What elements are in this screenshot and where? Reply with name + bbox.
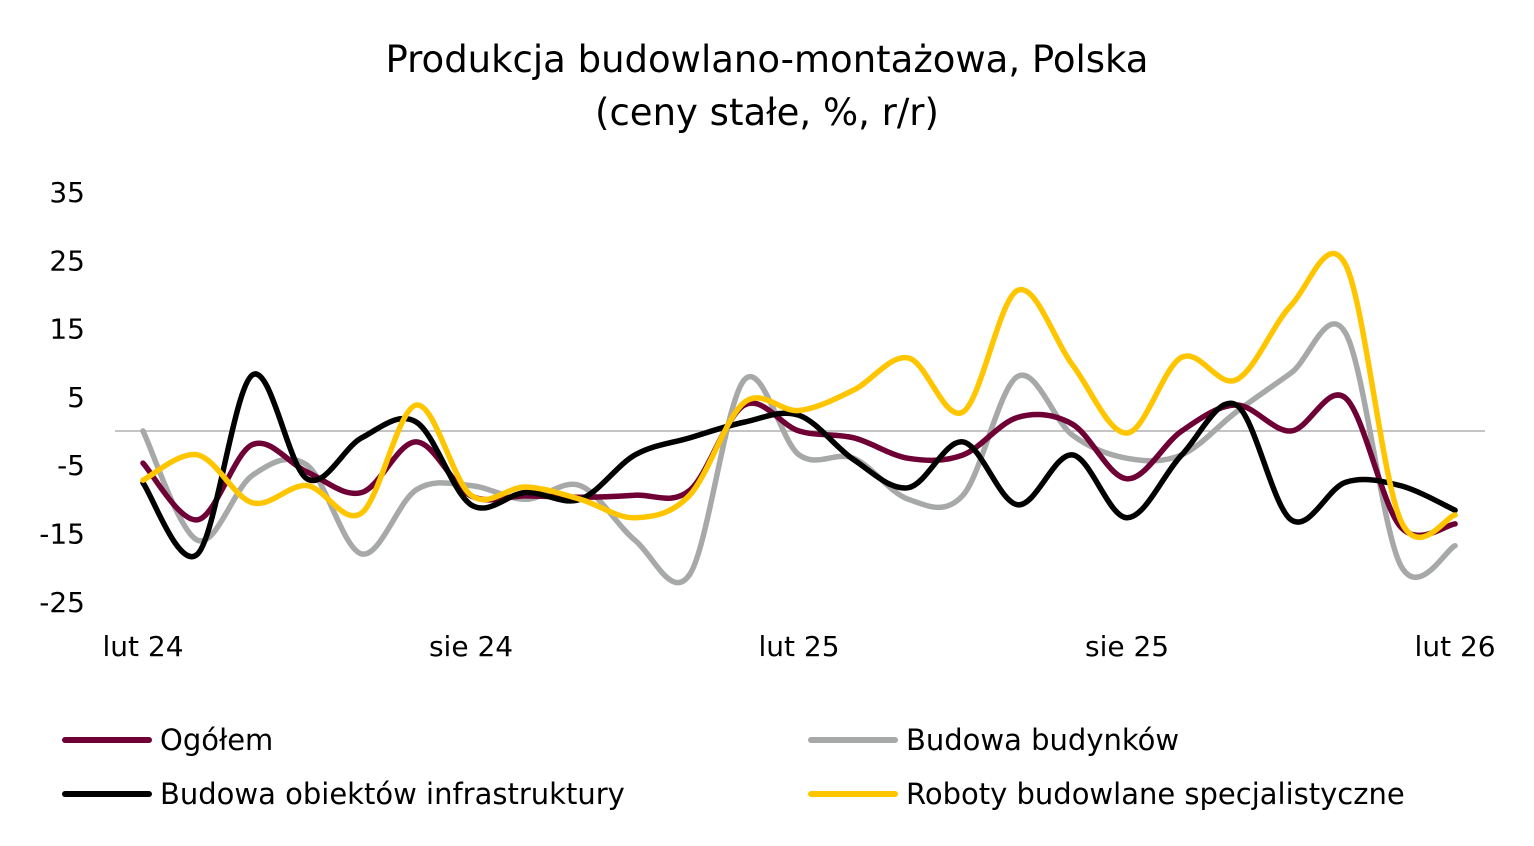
y-tick-label: 25 bbox=[49, 244, 85, 277]
y-tick-label: -15 bbox=[39, 517, 85, 550]
series-line-1 bbox=[140, 321, 1458, 586]
x-tick-label: sie 24 bbox=[429, 630, 513, 663]
legend-label: Ogółem bbox=[160, 723, 274, 757]
x-tick-label: lut 26 bbox=[1415, 630, 1496, 663]
chart-subtitle: (ceny stałe, %, r/r) bbox=[595, 91, 939, 134]
legend-item-specjalistyczne: Roboty budowlane specjalistyczne bbox=[808, 777, 1405, 811]
legend-swatch bbox=[62, 791, 152, 797]
legend-label: Budowa budynków bbox=[906, 723, 1180, 757]
chart-title: Produkcja budowlano-montażowa, Polska bbox=[385, 38, 1149, 81]
y-tick-label: 5 bbox=[67, 381, 85, 414]
y-tick-label: -5 bbox=[57, 449, 85, 482]
legend-label: Roboty budowlane specjalistyczne bbox=[906, 777, 1405, 811]
x-tick-label: lut 25 bbox=[759, 630, 840, 663]
series-line-2 bbox=[140, 371, 1458, 560]
y-tick-label: -25 bbox=[39, 586, 85, 619]
series-line-0 bbox=[140, 392, 1458, 539]
legend-item-infrastruktura: Budowa obiektów infrastruktury bbox=[62, 777, 625, 811]
legend-swatch bbox=[808, 791, 898, 797]
legend-swatch bbox=[808, 737, 898, 743]
x-tick-label: sie 25 bbox=[1085, 630, 1169, 663]
x-tick-label: lut 24 bbox=[102, 630, 183, 663]
legend-label: Budowa obiektów infrastruktury bbox=[160, 777, 625, 811]
series-line-3 bbox=[140, 250, 1458, 540]
y-tick-label: 15 bbox=[49, 313, 85, 346]
y-tick-label: 35 bbox=[49, 176, 85, 209]
legend-item-budynki: Budowa budynków bbox=[808, 723, 1179, 757]
legend-item-ogolem: Ogółem bbox=[62, 723, 273, 757]
legend-swatch bbox=[62, 737, 152, 743]
